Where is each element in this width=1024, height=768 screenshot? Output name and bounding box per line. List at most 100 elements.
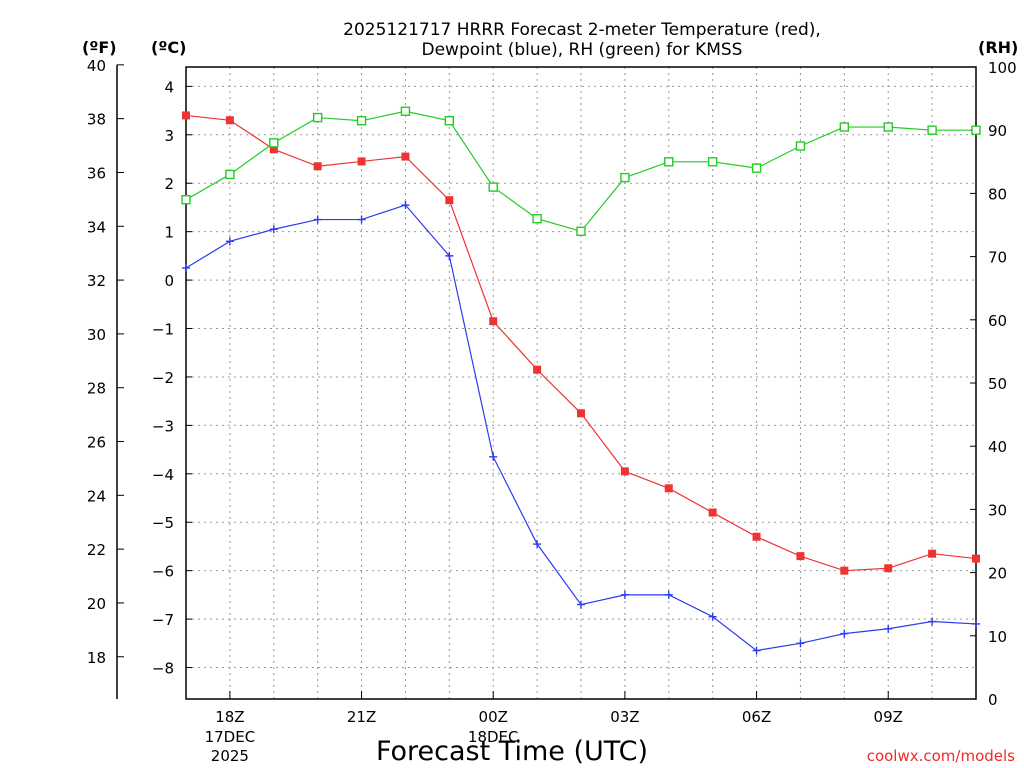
x-tick-label: 06Z [742, 708, 771, 726]
fahrenheit-tick-label: 32 [87, 272, 106, 290]
dewpoint-point [796, 639, 805, 648]
rh-point [971, 125, 981, 135]
temperature-point [708, 508, 717, 517]
celsius-tick-label: −8 [152, 660, 174, 678]
celsius-tick-label: 0 [164, 272, 174, 290]
fahrenheit-tick-label: 22 [87, 541, 106, 559]
fahrenheit-tick-label: 26 [87, 434, 106, 452]
rh-point [488, 182, 498, 192]
rh-tick-label: 60 [988, 312, 1007, 330]
axes [116, 64, 977, 700]
dewpoint-point [357, 215, 366, 224]
celsius-tick-label: −6 [152, 563, 174, 581]
temperature-point [533, 365, 542, 374]
rh-tick-label: 80 [988, 185, 1007, 203]
x-tick-label: 03Z [610, 708, 639, 726]
dewpoint-point [840, 629, 849, 638]
celsius-tick-label: 1 [164, 224, 174, 242]
temperature-point [664, 484, 673, 493]
x-tick-sublabel: 17DEC [205, 728, 256, 746]
temperature-point [796, 552, 805, 561]
dewpoint-point [972, 619, 980, 628]
x-tick-sublabel: 2025 [211, 747, 249, 765]
credit-text: coolwx.com/models [867, 747, 1015, 765]
dewpoint-point [489, 452, 498, 461]
dewpoint-point [225, 237, 234, 246]
celsius-tick-label: −7 [152, 611, 174, 629]
temperature-point [972, 554, 980, 563]
fahrenheit-tick-label: 20 [87, 595, 106, 613]
rh-tick-label: 100 [988, 59, 1017, 77]
temperature-point [489, 317, 498, 326]
rh-point [444, 116, 455, 126]
celsius-tick-label: 3 [164, 127, 174, 145]
rh-point [664, 157, 674, 167]
rh-tick-label: 50 [988, 375, 1007, 393]
dewpoint-series [182, 201, 980, 655]
celsius-tick-label: 4 [164, 78, 174, 96]
rh-tick-label: 70 [988, 249, 1007, 267]
rh-point [225, 169, 235, 180]
rh-tick-label: 30 [988, 501, 1007, 519]
temperature-point [357, 157, 366, 166]
rh-point [576, 226, 586, 237]
celsius-tick-label: −4 [152, 466, 174, 484]
temperature-point [445, 196, 454, 205]
fahrenheit-tick-label: 38 [87, 111, 106, 129]
fahrenheit-tick-label: 40 [87, 57, 106, 75]
data-series [181, 106, 981, 655]
temperature-point [577, 409, 585, 418]
rh-point [751, 163, 762, 173]
temperature-point [401, 152, 410, 161]
dewpoint-point [752, 646, 761, 655]
celsius-tick-label: −2 [152, 369, 174, 387]
rh-point [532, 213, 542, 224]
rh-point [707, 157, 718, 167]
rh-tick-label: 10 [988, 628, 1007, 646]
celsius-tick-label: −5 [152, 514, 174, 532]
dewpoint-point [445, 251, 454, 260]
dewpoint-point [708, 612, 717, 621]
rh-tick-label: 0 [988, 691, 998, 709]
rh-point [312, 112, 323, 123]
x-axis-title: Forecast Time (UTC) [376, 736, 648, 767]
temperature-point [884, 564, 893, 573]
fahrenheit-tick-label: 34 [87, 218, 106, 236]
dewpoint-point [884, 624, 893, 633]
celsius-tick-label: −1 [152, 321, 174, 339]
celsius-tick-label: 2 [164, 175, 174, 193]
rh-line [185, 110, 976, 233]
temperature-point [620, 467, 629, 476]
temperature-point [313, 162, 322, 171]
rh-point [181, 195, 191, 205]
x-tick-label: 09Z [874, 708, 903, 726]
fahrenheit-tick-label: 18 [87, 649, 106, 667]
rh-point [269, 138, 279, 148]
dewpoint-point [401, 201, 410, 210]
fahrenheit-tick-label: 30 [87, 326, 106, 344]
fahrenheit-unit-label: (ºF) [82, 38, 117, 57]
rh-point [400, 106, 411, 116]
dewpoint-point [313, 215, 322, 224]
dewpoint-point [269, 225, 278, 234]
temperature-point [269, 145, 278, 154]
rh-tick-label: 20 [988, 565, 1007, 583]
temperature-point [752, 532, 761, 541]
dewpoint-point [928, 617, 937, 626]
x-tick-label: 18Z [215, 708, 244, 726]
rh-point [620, 172, 630, 183]
dewpoint-point [533, 540, 542, 549]
rh-unit-label: (RH) [978, 38, 1018, 57]
rh-series [181, 106, 981, 237]
chart-title-line1: 2025121717 HRRR Forecast 2-meter Tempera… [343, 20, 821, 40]
x-tick-label: 21Z [347, 708, 376, 726]
x-tick-label: 00Z [479, 708, 508, 726]
dewpoint-point [577, 600, 585, 609]
dewpoint-point [620, 590, 629, 599]
celsius-unit-label: (ºC) [151, 38, 186, 57]
rh-point [839, 122, 850, 132]
rh-tick-label: 40 [988, 438, 1007, 456]
rh-point [795, 141, 806, 151]
temperature-point [182, 111, 190, 120]
